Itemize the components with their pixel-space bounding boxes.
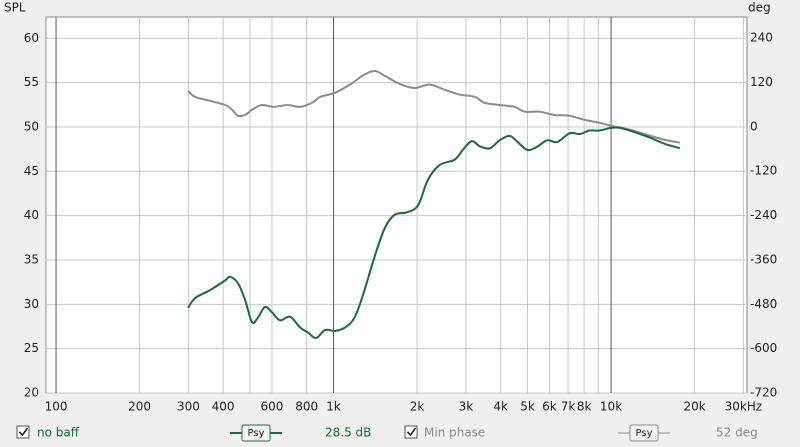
x-tick-label: 300 — [177, 400, 200, 414]
plot-area — [45, 16, 748, 394]
legend-label: no baff — [37, 426, 80, 440]
y2-tick-label: -240 — [750, 208, 777, 222]
y-tick-label: 35 — [24, 252, 39, 266]
y2-tick-label: -480 — [750, 297, 777, 311]
y-tick-label: 30 — [24, 297, 39, 311]
psy-label: Psy — [636, 428, 653, 439]
y2-tick-label: -600 — [750, 341, 777, 355]
x-tick-label: 2k — [410, 400, 425, 414]
y2-tick-label: -360 — [750, 252, 777, 266]
y-tick-label: 60 — [24, 31, 39, 45]
x-tick-label: 7k — [561, 400, 576, 414]
controls — [16, 425, 418, 439]
legend-label: Min phase — [424, 426, 485, 440]
x-tick-label: 1k — [326, 400, 341, 414]
y2-tick-label: 0 — [750, 119, 758, 133]
check-mark — [406, 427, 417, 437]
psy-label: Psy — [248, 428, 265, 439]
x-tick-label: 6k — [542, 400, 557, 414]
x-tick-label: 400 — [212, 400, 235, 414]
x-tick-label: 20k — [683, 400, 705, 414]
x-tick-label: 800 — [295, 400, 318, 414]
psy-button[interactable] — [629, 424, 659, 442]
y-tick-label: 20 — [24, 386, 39, 400]
y-tick-label: 40 — [24, 208, 39, 222]
y2-tick-label: 120 — [750, 75, 773, 89]
offset-value: 52 deg — [716, 426, 758, 440]
x-tick-label: 4k — [493, 400, 508, 414]
series-line — [187, 69, 681, 144]
x-tick-label: 30kHz — [725, 400, 763, 414]
x-tick-label: 10k — [600, 400, 622, 414]
y2-axis-label: deg — [748, 1, 771, 15]
series-line — [187, 126, 681, 340]
y-tick-label: 50 — [24, 119, 39, 133]
x-tick-label: 200 — [128, 400, 151, 414]
x-tick-label: 3k — [459, 400, 474, 414]
y-tick-label: 45 — [24, 164, 39, 178]
x-tick-label: 600 — [261, 400, 284, 414]
offset-value: 28.5 dB — [325, 426, 371, 440]
y-tick-label: 25 — [24, 341, 39, 355]
y2-tick-label: -120 — [750, 164, 777, 178]
psy-button[interactable] — [241, 424, 271, 442]
check-mark — [18, 427, 29, 437]
x-tick-label: 8k — [577, 400, 592, 414]
y2-tick-label: 240 — [750, 31, 773, 45]
x-tick-label: 100 — [45, 400, 68, 414]
y-axis-label: SPL — [4, 1, 26, 15]
y-tick-label: 55 — [24, 75, 39, 89]
y2-tick-label: -720 — [750, 386, 777, 400]
x-tick-label: 5k — [520, 400, 535, 414]
